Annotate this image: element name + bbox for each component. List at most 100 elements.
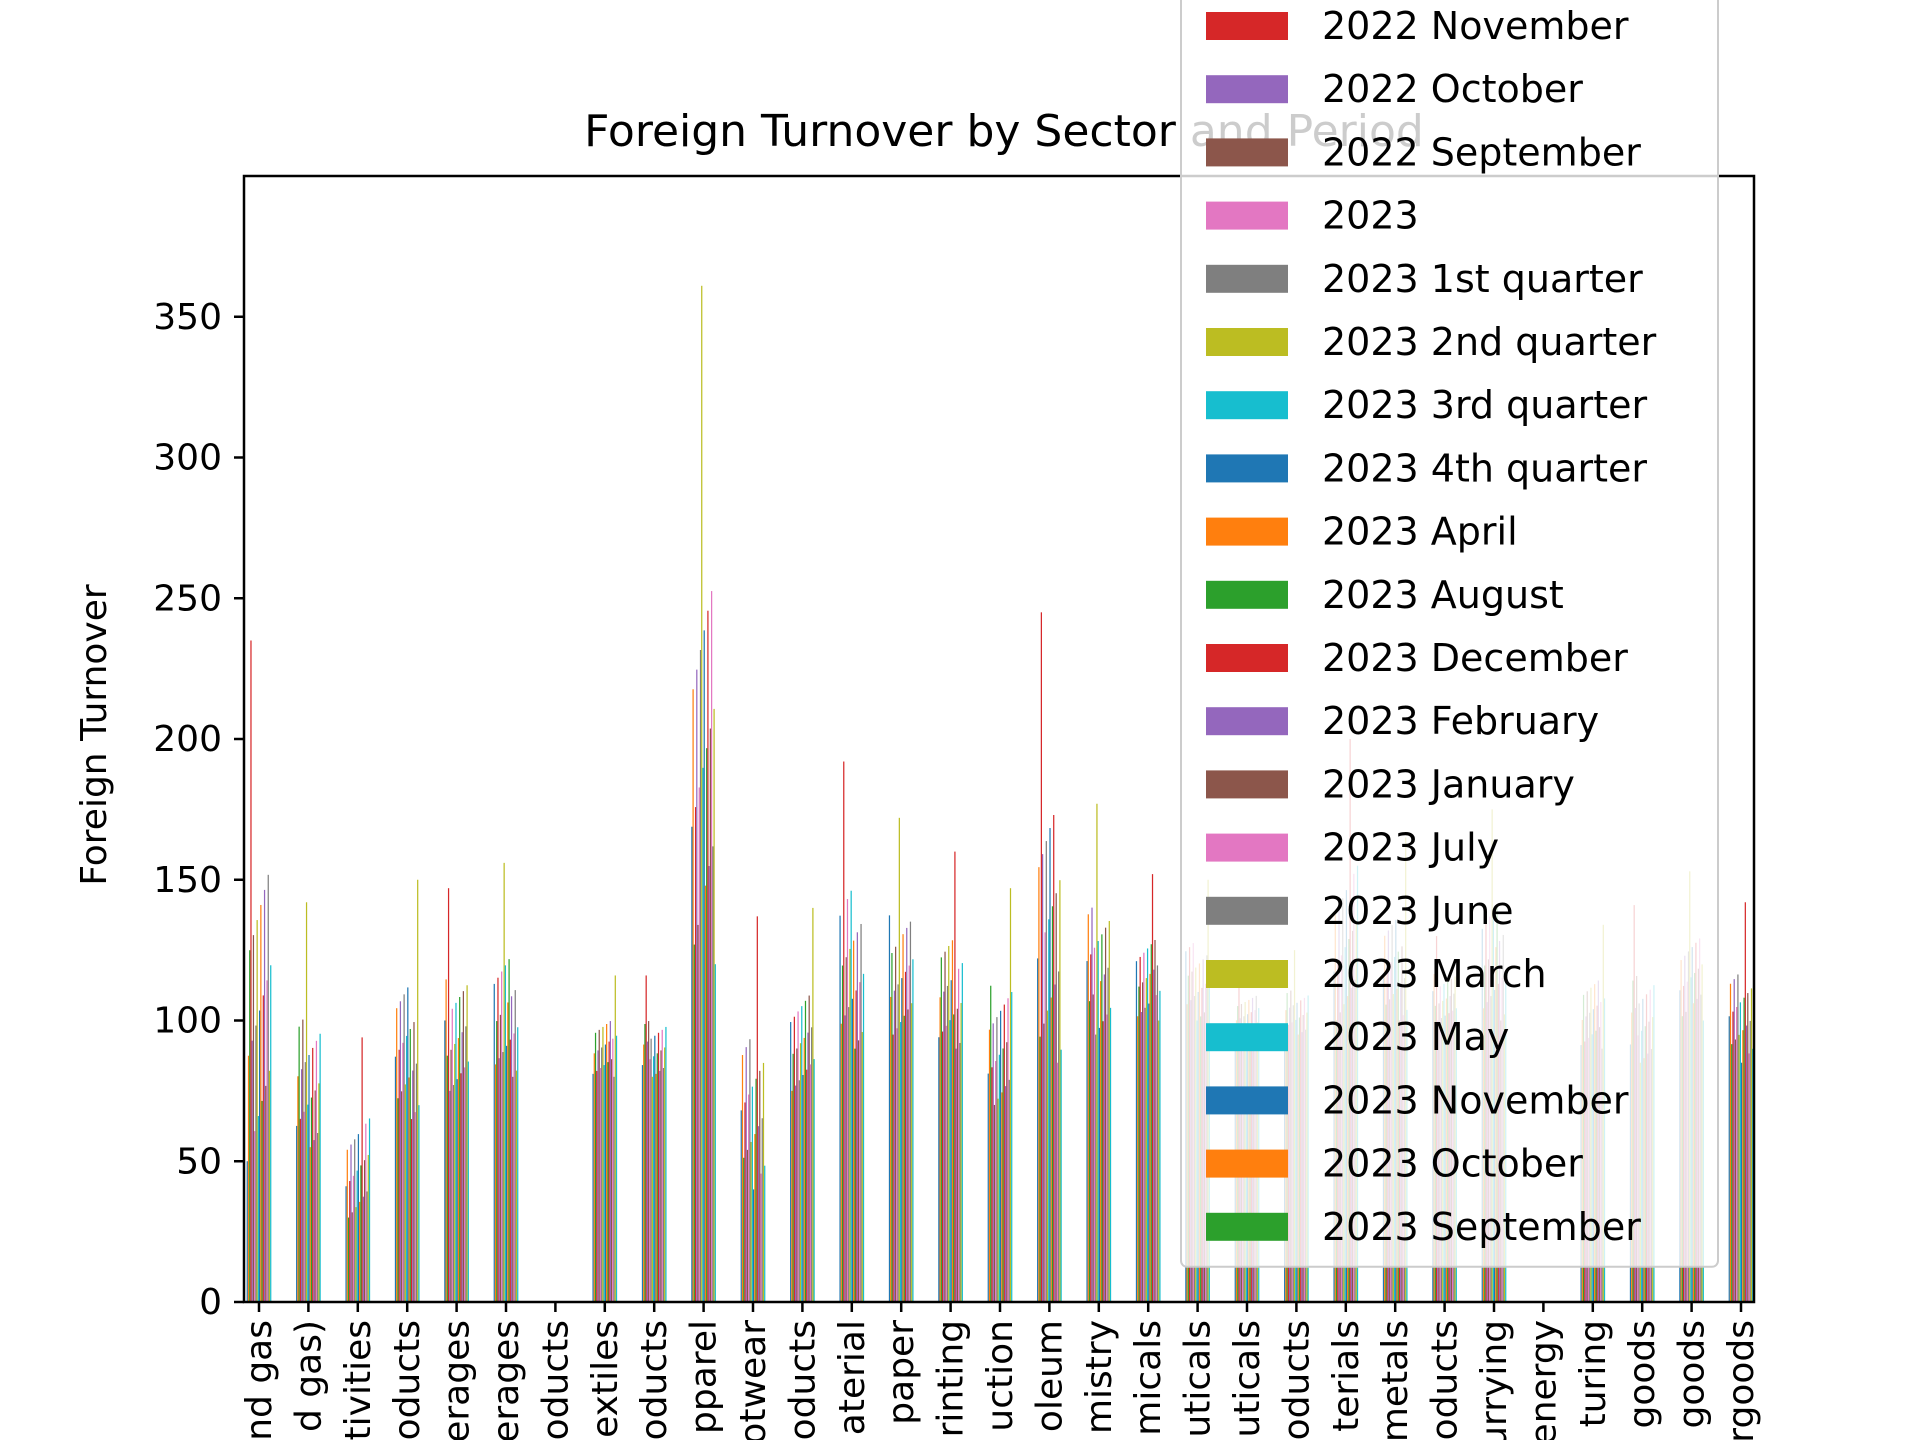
bar: [346, 1149, 348, 1302]
bar: [709, 728, 711, 1302]
legend-swatch: [1206, 12, 1288, 40]
x-tick-label: turing: [1573, 1320, 1614, 1427]
bar: [451, 1008, 453, 1302]
bar: [909, 921, 912, 1302]
bar: [603, 1065, 605, 1302]
bar: [665, 1026, 667, 1302]
bar: [303, 1111, 305, 1302]
bar: [997, 1098, 999, 1302]
bar: [896, 1028, 898, 1302]
bar: [413, 1022, 415, 1302]
x-tick-label: uticals: [1178, 1320, 1219, 1438]
bar: [908, 965, 910, 1302]
bar: [796, 1048, 798, 1302]
legend-swatch: [1206, 75, 1288, 104]
bar: [794, 1085, 797, 1302]
bar: [797, 1011, 799, 1302]
legend-swatch: [1206, 896, 1288, 925]
bar: [1150, 944, 1152, 1302]
bar: [403, 994, 405, 1302]
bar: [714, 964, 716, 1302]
bar: [255, 1025, 257, 1302]
bar: [1091, 907, 1093, 1302]
bar: [743, 1157, 745, 1302]
bar: [462, 991, 464, 1302]
x-tick-label: paper: [881, 1320, 922, 1425]
bar: [844, 1015, 846, 1302]
bar: [662, 1068, 665, 1302]
y-tick-label: 300: [153, 438, 222, 479]
bar: [1008, 1079, 1010, 1302]
legend-label: 2023 3rd quarter: [1322, 383, 1648, 427]
bar: [457, 1038, 460, 1302]
bar: [793, 1016, 795, 1302]
bar: [741, 1055, 744, 1302]
legend-swatch: [1206, 454, 1288, 483]
bar: [1053, 815, 1055, 1302]
bar: [895, 946, 897, 1302]
bar: [1001, 1092, 1003, 1302]
bar: [1006, 1042, 1008, 1302]
bar: [657, 1032, 660, 1302]
bar: [799, 1043, 802, 1302]
bar: [948, 945, 950, 1302]
bar: [450, 1049, 452, 1302]
bar: [349, 1181, 351, 1302]
bar: [254, 1131, 256, 1302]
legend-label: 2023 2nd quarter: [1322, 320, 1657, 364]
bar: [1154, 939, 1156, 1302]
bar: [517, 1027, 519, 1302]
bar: [410, 1119, 413, 1302]
bar: [751, 1086, 753, 1302]
bar: [347, 1217, 350, 1302]
bar: [848, 1007, 850, 1302]
bar: [267, 874, 269, 1302]
bar: [1149, 973, 1151, 1302]
bar: [597, 1050, 599, 1302]
bar: [1097, 941, 1099, 1302]
bar: [803, 1037, 805, 1302]
bar: [860, 923, 862, 1302]
bar: [249, 950, 251, 1302]
bar: [455, 1002, 457, 1302]
x-ticks: nd gas d gas) tivities oducts erages erages od…: [239, 1302, 1762, 1444]
y-axis-label: Foreign Turnover: [74, 584, 115, 886]
bar: [1043, 1023, 1045, 1302]
bar: [308, 1055, 310, 1302]
x-tick-label: metals: [1375, 1320, 1416, 1440]
bar: [854, 1048, 856, 1302]
bar: [943, 991, 945, 1302]
bar: [418, 1105, 420, 1302]
bar: [256, 920, 258, 1302]
bar: [497, 977, 499, 1302]
bar: [1098, 1027, 1101, 1302]
bar: [1733, 979, 1735, 1302]
bar: [959, 1042, 961, 1302]
bar: [251, 1040, 253, 1302]
bar: [650, 1038, 652, 1302]
x-tick-label: erages: [486, 1320, 527, 1440]
y-tick-label: 0: [199, 1282, 222, 1323]
bar: [599, 1068, 602, 1302]
bar: [1138, 986, 1140, 1302]
y-ticks: 0 50 100 150 200 250 300 350: [153, 297, 244, 1323]
bar: [1007, 998, 1009, 1302]
bar: [368, 1118, 371, 1302]
bar: [607, 1062, 609, 1302]
bar: [501, 971, 503, 1302]
bar: [761, 1118, 763, 1302]
bar: [407, 987, 409, 1302]
legend-label: 2023 August: [1322, 573, 1564, 617]
bar: [1140, 1012, 1143, 1302]
legend-swatch: [1206, 391, 1288, 420]
legend-swatch: [1206, 770, 1288, 799]
x-tick-label: extiles: [585, 1320, 626, 1438]
bar: [1050, 997, 1052, 1302]
bar: [310, 1097, 313, 1302]
bar: [645, 975, 647, 1302]
bar: [748, 1094, 750, 1302]
legend-swatch: [1206, 580, 1288, 609]
bar: [355, 1207, 357, 1302]
bar: [250, 640, 252, 1302]
